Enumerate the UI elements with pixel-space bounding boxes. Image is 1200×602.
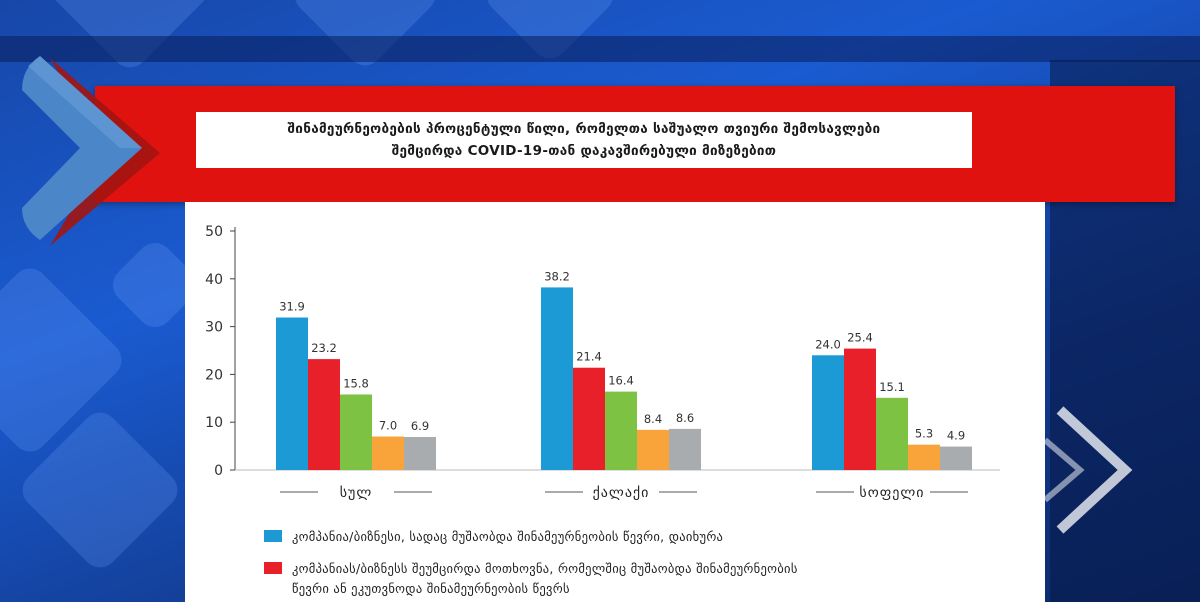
legend-label: კომპანია/ბიზნესი, სადაც მუშაობდა შინამეუ… (292, 527, 1012, 547)
bar (669, 428, 701, 470)
legend-label-line: წევრი ან ეკუთვნოდა შინამეურნეობის წევრს (292, 581, 570, 596)
data-label: 23.2 (311, 341, 337, 355)
data-label: 8.4 (644, 412, 662, 426)
arrow-logo-icon (22, 56, 160, 246)
bar (404, 437, 436, 470)
legend-swatch (264, 562, 282, 574)
data-label: 5.3 (915, 427, 933, 441)
data-label: 15.8 (343, 376, 369, 390)
bar (908, 444, 940, 470)
data-label: 7.0 (379, 419, 397, 433)
bar (637, 429, 669, 470)
channel-watermark-icon (1043, 406, 1133, 534)
data-label: 15.1 (879, 380, 905, 394)
chart-title-line: შინამეურნეობების პროცენტული წილი, რომელთ… (287, 121, 881, 137)
bar (308, 359, 340, 470)
bar (573, 367, 605, 470)
bar (372, 436, 404, 470)
legend-label-line: კომპანიას/ბიზნესს შეუმცირდა მოთხოვნა, რო… (292, 561, 798, 576)
legend-label-line: კომპანია/ბიზნესი, სადაც მუშაობდა შინამეუ… (292, 529, 724, 544)
category-label: სულ (340, 485, 373, 501)
data-label: 38.2 (544, 269, 570, 283)
chart-title-line: შემცირდა COVID-19-თან დაკავშირებული მიზე… (391, 143, 777, 159)
legend-item: კომპანია/ბიზნესი, სადაც მუშაობდა შინამეუ… (264, 527, 1012, 547)
chart-title: შინამეურნეობების პროცენტული წილი, რომელთ… (196, 112, 972, 168)
legend-item: კომპანიას/ბიზნესს შეუმცირდა მოთხოვნა, რო… (264, 559, 1012, 599)
legend-label: კომპანიას/ბიზნესს შეუმცირდა მოთხოვნა, რო… (292, 559, 1012, 599)
bar (844, 348, 876, 470)
y-tick-label: 20 (205, 367, 223, 383)
category-label: სოფელი (859, 485, 924, 501)
category-label: ქალაქი (593, 485, 650, 501)
y-tick-label: 10 (205, 415, 223, 431)
data-label: 8.6 (676, 411, 694, 425)
data-label: 31.9 (279, 300, 305, 314)
bar (605, 391, 637, 470)
bar (340, 394, 372, 470)
bar (276, 317, 308, 470)
bar (812, 355, 844, 470)
bar (940, 446, 972, 470)
data-label: 25.4 (847, 331, 873, 345)
y-tick-label: 40 (205, 272, 223, 288)
bar (541, 287, 573, 470)
data-label: 4.9 (947, 429, 965, 443)
data-label: 21.4 (576, 350, 602, 364)
data-label: 24.0 (815, 337, 841, 351)
bar (876, 397, 908, 470)
background-stripe (0, 36, 1200, 62)
data-label: 6.9 (411, 419, 429, 433)
y-tick-label: 0 (214, 463, 223, 479)
data-label: 16.4 (608, 374, 634, 388)
y-tick-label: 30 (205, 320, 223, 336)
y-tick-label: 50 (205, 224, 223, 240)
legend-swatch (264, 530, 282, 542)
